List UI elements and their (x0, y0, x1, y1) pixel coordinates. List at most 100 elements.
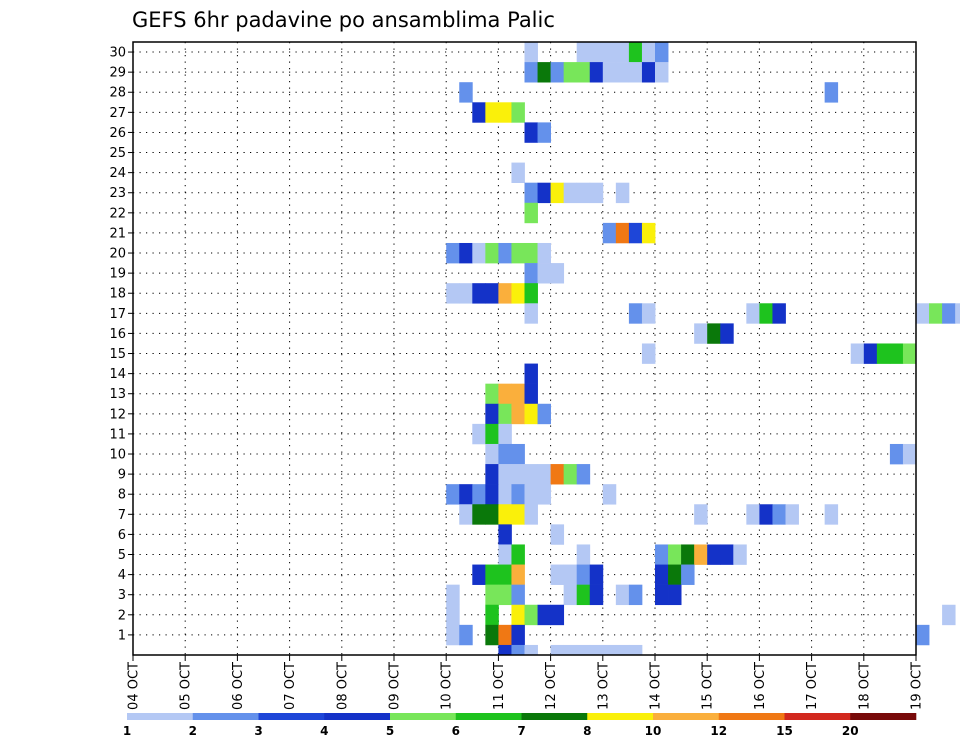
heatmap-cell (720, 544, 734, 565)
heatmap-cell (537, 464, 551, 485)
y-tick-label: 19 (109, 267, 126, 282)
heatmap-cell (485, 242, 499, 264)
heatmap-cell (589, 62, 604, 83)
heatmap-cell (524, 122, 538, 143)
heatmap-cell (576, 182, 591, 204)
y-tick-label: 11 (109, 427, 126, 442)
heatmap-cell (498, 624, 512, 646)
legend-label: 10 (645, 724, 662, 738)
x-tick-label: 17 OCT (805, 662, 820, 710)
heatmap-cell (602, 62, 617, 83)
heatmap-cell (511, 544, 525, 565)
heatmap-cell (733, 544, 747, 565)
heatmap-cell (850, 343, 865, 364)
y-tick-label: 10 (109, 448, 126, 463)
heatmap-cell (576, 42, 591, 63)
heatmap-cell (498, 403, 512, 425)
heatmap-cell (628, 584, 643, 606)
legend-label: 6 (452, 724, 460, 738)
heatmap-cell (498, 504, 512, 525)
heatmap-cell (550, 564, 565, 585)
x-tick-label: 18 OCT (857, 662, 872, 710)
y-tick-label: 24 (109, 166, 126, 181)
legend-swatch (390, 713, 457, 720)
heatmap-cell (459, 242, 473, 264)
y-tick-label: 21 (109, 226, 126, 241)
heatmap-cell (524, 242, 538, 264)
legend-label: 4 (320, 724, 328, 738)
x-tick-label: 15 OCT (701, 662, 716, 710)
heatmap-cell (498, 584, 512, 606)
heatmap-cell (655, 584, 669, 606)
legend-swatch (521, 713, 588, 720)
legend-label: 15 (776, 724, 793, 738)
heatmap-cell (498, 644, 512, 656)
heatmap-cell (524, 303, 538, 324)
heatmap-cell (628, 62, 643, 83)
heatmap-cell (628, 303, 643, 324)
heatmap-cell (929, 303, 943, 324)
plot-frame (132, 41, 917, 656)
heatmap-cell (524, 403, 538, 425)
heatmap-cell (511, 624, 525, 646)
heatmap-cell (511, 484, 525, 505)
heatmap-cell (446, 624, 460, 646)
heatmap-cell (668, 544, 682, 565)
heatmap-cell (589, 42, 604, 63)
heatmap-cell (694, 323, 708, 344)
x-tick-label: 06 OCT (231, 662, 246, 710)
heatmap-cell (459, 484, 473, 505)
heatmap-cell (537, 263, 551, 284)
heatmap-cell (563, 182, 578, 204)
heatmap-cell (537, 242, 551, 264)
legend-label: 20 (842, 724, 859, 738)
heatmap-cell (615, 42, 630, 63)
x-tick-label: 05 OCT (179, 662, 194, 710)
x-axis-ticks: 04 OCT 05 OCT 06 OCT 07 OCT 08 OCT 09 OCT 10 O… (127, 655, 925, 710)
color-legend: 1 2 3 4 5 6 7 8 10 12 15 20 (123, 713, 917, 738)
y-tick-label: 28 (109, 86, 126, 101)
heatmap-cell (655, 544, 669, 565)
heatmap-cell (511, 383, 525, 405)
y-tick-label: 17 (109, 307, 126, 322)
y-tick-label: 18 (109, 287, 126, 302)
legend-swatch (455, 713, 522, 720)
x-tick-label: 14 OCT (649, 662, 664, 710)
heatmap-cell (472, 242, 486, 264)
heatmap-cell (602, 222, 617, 244)
legend-label: 5 (386, 724, 394, 738)
y-tick-label: 9 (118, 468, 126, 483)
heatmap-cell (615, 584, 630, 606)
heatmap-cell (889, 443, 904, 465)
heatmap-cell (498, 423, 512, 445)
heatmap-cell (498, 383, 512, 405)
y-tick-label: 26 (109, 126, 126, 141)
heatmap-cell (550, 182, 565, 204)
legend-swatch (324, 713, 391, 720)
heatmap-cell (772, 303, 786, 324)
heatmap-cell (485, 484, 499, 505)
heatmap-cell (655, 564, 669, 585)
heatmap-cell (550, 524, 565, 545)
y-tick-label: 29 (109, 66, 126, 81)
heatmap-cell (641, 42, 656, 63)
y-tick-label: 14 (109, 367, 126, 382)
heatmap-cell (537, 484, 551, 505)
heatmap-cell (681, 564, 695, 585)
y-tick-label: 27 (109, 106, 126, 121)
heatmap-cell (641, 222, 656, 244)
heatmap-cell (707, 544, 721, 565)
heatmap-cell (655, 62, 669, 83)
heatmap-cell (602, 644, 617, 656)
heatmap-cell (942, 303, 956, 324)
heatmap-cell (694, 504, 708, 525)
heatmap-cell (785, 504, 799, 525)
heatmap-cell (446, 283, 460, 304)
heatmap-cell (498, 464, 512, 485)
legend-swatch (258, 713, 325, 720)
y-tick-label: 5 (118, 548, 126, 563)
heatmap-cell (602, 484, 617, 505)
y-tick-label: 13 (109, 387, 126, 402)
heatmap-cell (563, 584, 578, 606)
legend-label: 8 (583, 724, 591, 738)
